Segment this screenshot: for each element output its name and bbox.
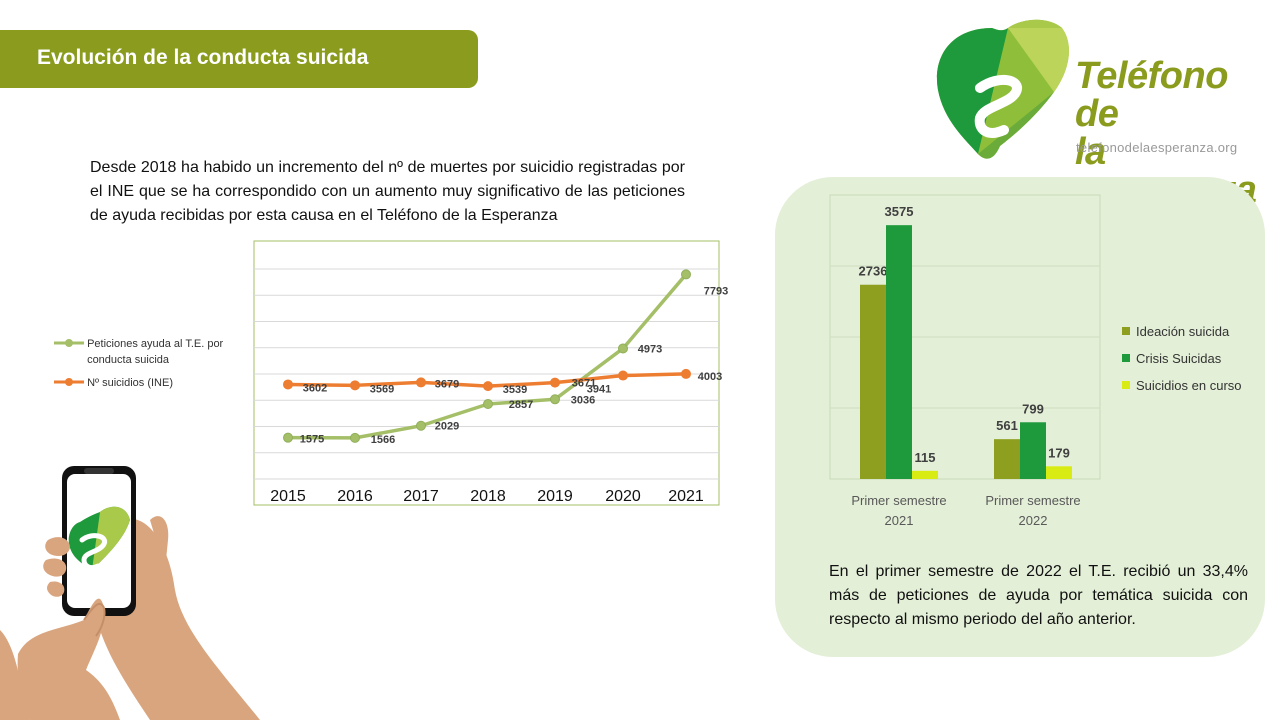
line-x-tick-label: 2015: [270, 488, 306, 505]
bar-legend-item-curso: Suicidios en curso: [1122, 378, 1242, 393]
line-data-label: 3569: [370, 383, 394, 395]
bar: [912, 470, 938, 479]
bar: [994, 439, 1020, 479]
line-x-tick-label: 2019: [537, 488, 573, 505]
bar-category-label: Primer semestre: [985, 493, 1080, 508]
page-title: Evolución de la conducta suicida: [37, 46, 369, 69]
line-x-tick-label: 2018: [470, 488, 506, 505]
line-point: [681, 368, 691, 379]
line-data-label: 1566: [371, 434, 395, 446]
line-data-label: 3941: [587, 384, 611, 396]
line-point: [283, 432, 293, 443]
line-point: [550, 394, 560, 405]
line-data-label: 4003: [698, 371, 722, 383]
hand-phone-illustration: [0, 466, 260, 720]
line-plot-area: [253, 240, 720, 506]
bar-chart: 2736 3575 115 Primer semestre 2021 561 799 179 P…: [829, 194, 1101, 528]
line-data-label: 2857: [509, 399, 533, 411]
logo-heart-icon: [936, 19, 1069, 159]
bar: [1020, 422, 1046, 479]
legend-green-marker-icon: [54, 339, 84, 347]
line-data-label: 7793: [704, 285, 728, 297]
line-point: [618, 343, 628, 354]
line-data-label: 2029: [435, 421, 459, 433]
bar-data-label: 3575: [885, 204, 914, 219]
line-point: [483, 381, 493, 392]
line-point: [283, 379, 293, 390]
bar-data-label: 561: [996, 418, 1018, 433]
line-point: [416, 420, 426, 431]
line-point: [483, 399, 493, 410]
line-data-label: 3671: [572, 378, 596, 390]
line-data-label: 3679: [435, 378, 459, 390]
line-x-tick-label: 2017: [403, 488, 439, 505]
line-x-tick-label: 2021: [668, 488, 704, 505]
bar: [886, 225, 912, 479]
line-point: [350, 380, 360, 391]
line-data-label: 3539: [503, 384, 527, 396]
bar-chart-panel: [775, 177, 1265, 657]
line-data-label: 3036: [571, 394, 595, 406]
bar-category-label: 2021: [885, 513, 914, 528]
bar-data-label: 799: [1022, 401, 1044, 416]
line-point: [550, 377, 560, 388]
line-point: [350, 432, 360, 443]
line-data-label: 4973: [638, 343, 662, 355]
line-point: [416, 377, 426, 388]
bar-data-label: 2736: [859, 264, 888, 279]
line-point: [681, 269, 691, 280]
intro-text: Desde 2018 ha habido un incremento del n…: [90, 159, 685, 224]
bar: [1046, 466, 1072, 479]
bar-data-label: 115: [915, 450, 936, 465]
bar: [860, 284, 886, 479]
bar-legend-item-crisis: Crisis Suicidas: [1122, 351, 1221, 366]
logo-url: telefonodelaesperanza.org: [1076, 140, 1238, 155]
line-legend-item-peticiones: Peticiones ayuda al T.E. por conducta su…: [54, 336, 237, 368]
bar-category-label: Primer semestre: [851, 493, 946, 508]
bar-data-label: 179: [1048, 445, 1070, 460]
line-data-label: 3602: [303, 382, 327, 394]
bar-legend-item-ideacion: Ideación suicida: [1122, 324, 1229, 339]
line-chart: 2015 2016 2017 2018 2019 2020 2021 1575 1566 2029…: [253, 240, 728, 506]
line-point: [618, 370, 628, 381]
line-data-label: 1575: [300, 434, 324, 446]
bar-category-label: 2022: [1019, 513, 1048, 528]
line-x-tick-label: 2020: [605, 488, 641, 505]
summary-text: En el primer semestre de 2022 el T.E. re…: [829, 563, 1248, 628]
title-bar: Evolución de la conducta suicida: [0, 30, 478, 88]
legend-orange-marker-icon: [54, 378, 84, 386]
line-x-tick-label: 2016: [337, 488, 373, 505]
line-legend-item-suicidios: Nº suicidios (INE): [54, 375, 173, 391]
